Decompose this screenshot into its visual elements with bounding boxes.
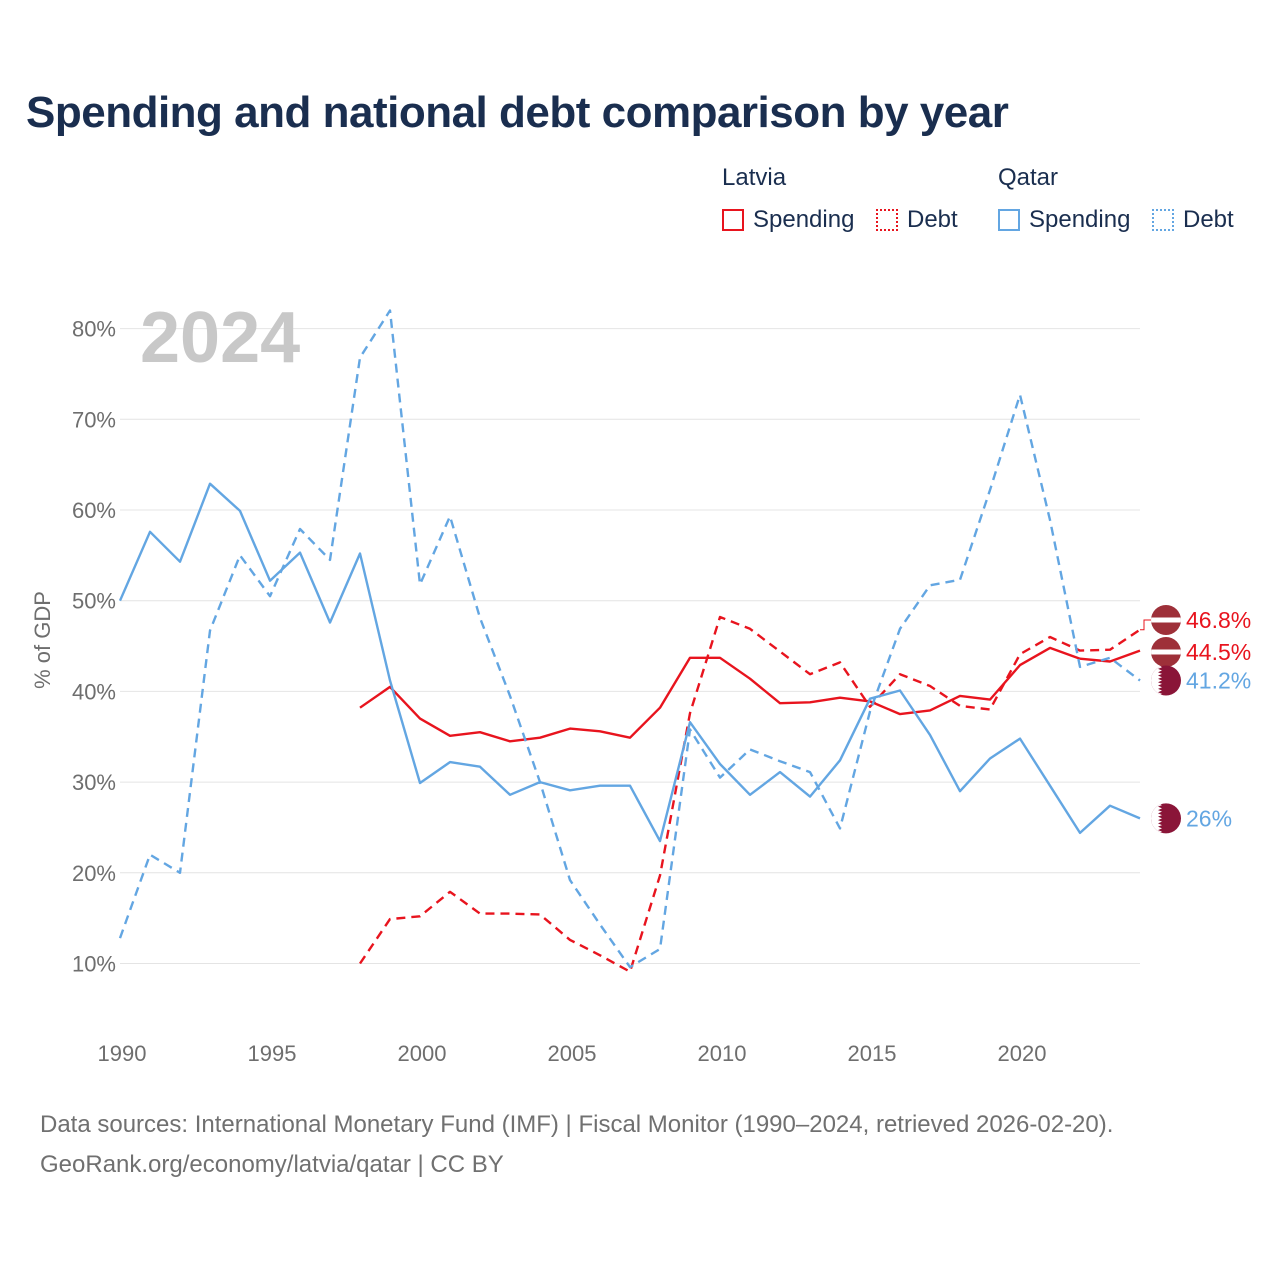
y-tick-label: 40%	[72, 679, 116, 704]
footer: Data sources: International Monetary Fun…	[40, 1105, 1113, 1185]
y-axis-label: % of GDP	[30, 591, 55, 689]
gridlines	[120, 328, 1140, 964]
qatar-flag-icon	[1151, 665, 1181, 696]
chart-title: Spending and national debt comparison by…	[26, 88, 1009, 137]
end-label-qatar-spending: 26%	[1186, 805, 1232, 831]
end-label-connector	[1140, 619, 1151, 631]
x-tick-label: 2005	[548, 1041, 597, 1066]
qatar-flag-icon	[1151, 803, 1181, 834]
series-line-qatar-debt[interactable]	[118, 309, 1141, 969]
y-tick-label: 80%	[72, 317, 116, 342]
footer-sources: Data sources: International Monetary Fun…	[40, 1111, 1114, 1138]
year-watermark: 2024	[140, 298, 300, 378]
series-line-latvia-debt[interactable]	[359, 615, 1141, 973]
x-tick-label: 1990	[98, 1041, 147, 1066]
latvia-flag-icon	[1151, 605, 1181, 635]
footer-credit: GeoRank.org/economy/latvia/qatar | CC BY	[40, 1151, 504, 1178]
x-tick-label: 2010	[698, 1041, 747, 1066]
end-label-latvia-debt: 46.8%	[1186, 607, 1251, 633]
x-axis-ticks: 1990 1995 2000 2005 2010 2015 2020	[98, 1041, 1047, 1066]
y-tick-label: 30%	[72, 770, 116, 795]
series-lines	[118, 309, 1141, 973]
y-tick-label: 20%	[72, 861, 116, 886]
y-tick-label: 60%	[72, 498, 116, 523]
line-chart: 2024 10% 20% 30% 40% 50% 60% 70% 80% 1990 1995 20…	[30, 298, 1251, 1066]
y-tick-label: 10%	[72, 952, 116, 977]
end-label-latvia-spending: 44.5%	[1186, 639, 1251, 665]
latvia-flag-icon	[1151, 637, 1181, 667]
x-tick-label: 2015	[848, 1041, 897, 1066]
y-tick-label: 70%	[72, 407, 116, 432]
x-tick-label: 2000	[398, 1041, 447, 1066]
series-line-latvia-spending[interactable]	[359, 646, 1141, 743]
end-labels: 44.5% 46.8% 26% 41.2%	[1140, 605, 1251, 834]
y-axis-ticks: 10% 20% 30% 40% 50% 60% 70% 80%	[72, 317, 116, 977]
series-line-qatar-spending[interactable]	[118, 482, 1141, 843]
x-tick-label: 2020	[998, 1041, 1047, 1066]
x-tick-label: 1995	[248, 1041, 297, 1066]
end-label-qatar-debt: 41.2%	[1186, 668, 1251, 694]
y-tick-label: 50%	[72, 589, 116, 614]
